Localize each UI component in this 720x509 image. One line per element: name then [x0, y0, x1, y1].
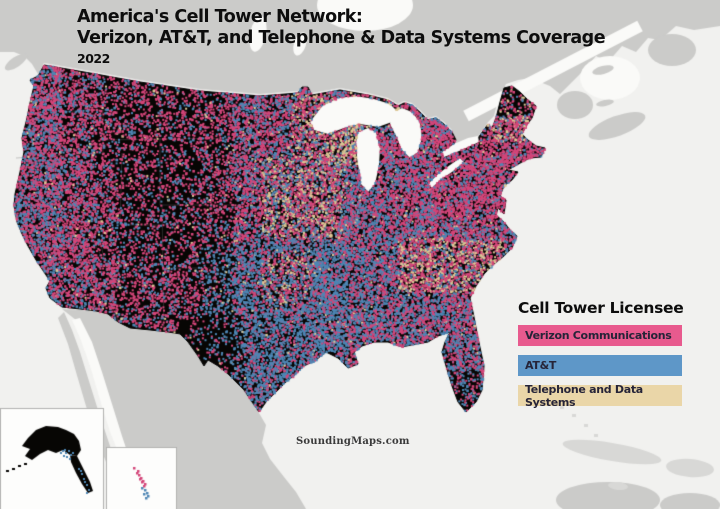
legend: Cell Tower Licensee Verizon Communicatio… — [518, 299, 696, 415]
legend-item: AT&T — [518, 355, 682, 376]
title-line1: America's Cell Tower Network: — [77, 7, 363, 27]
legend-item: Verizon Communications — [518, 325, 682, 346]
title-year: 2022 — [77, 51, 110, 66]
legend-item-label: Telephone and Data Systems — [525, 382, 643, 409]
title-line2: Verizon, AT&T, and Telephone & Data Syst… — [77, 28, 606, 48]
legend-item: Telephone and Data Systems — [518, 382, 682, 409]
legend-title: Cell Tower Licensee — [518, 299, 684, 317]
map-title: America's Cell Tower Network: Verizon, A… — [77, 7, 606, 66]
attribution: SoundingMaps.com — [296, 436, 410, 447]
legend-item-label: AT&T — [525, 359, 557, 372]
legend-items: Verizon Communications AT&T Telephone and … — [518, 325, 696, 409]
legend-item-label: Verizon Communications — [525, 329, 672, 342]
